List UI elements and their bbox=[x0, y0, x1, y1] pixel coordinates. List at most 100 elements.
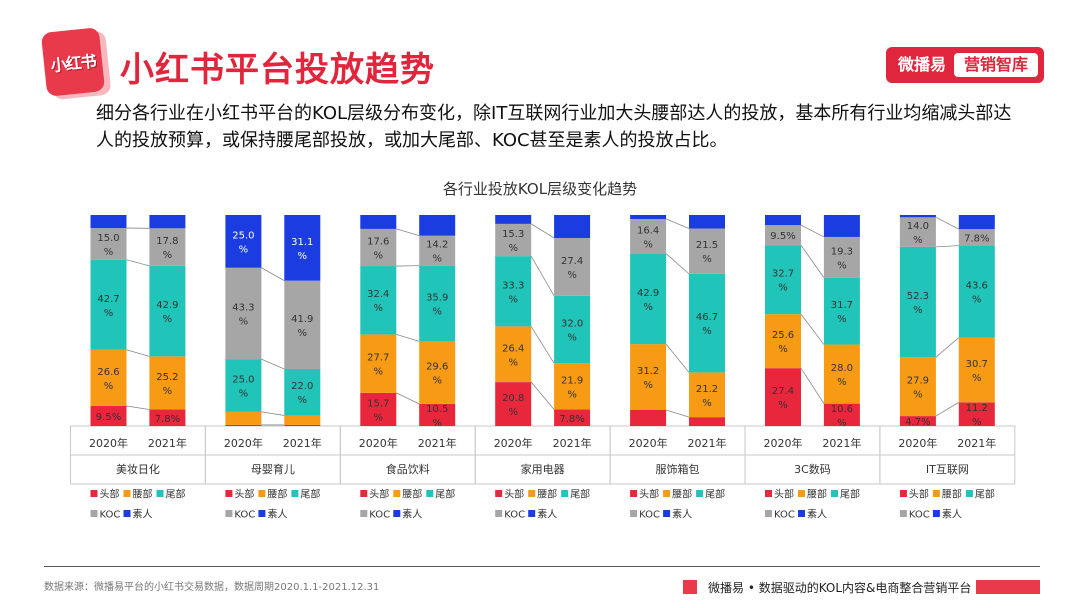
data-label-unit: % bbox=[432, 254, 442, 265]
legend-swatch bbox=[360, 510, 368, 517]
data-label-value: 29.6 bbox=[426, 362, 448, 373]
legend-swatch bbox=[932, 490, 940, 497]
data-label-unit: % bbox=[702, 326, 712, 337]
data-label: 9.5% bbox=[770, 231, 795, 242]
bar-腰部 bbox=[630, 344, 667, 410]
data-label: 7.8% bbox=[155, 414, 180, 425]
bar-尾部 bbox=[284, 369, 321, 416]
legend-swatch bbox=[831, 490, 838, 497]
legend-swatch bbox=[932, 510, 940, 517]
bar-素人 bbox=[689, 215, 725, 229]
data-label-value: 43.6 bbox=[966, 281, 988, 292]
data-label-unit: % bbox=[374, 303, 384, 314]
legend-label: 腰部 bbox=[402, 488, 422, 501]
bar-尾部 bbox=[630, 253, 667, 345]
legend: 头部 腰部 尾部 KOC 素人 bbox=[495, 488, 590, 521]
data-label-value: 31.7 bbox=[831, 300, 853, 311]
year-label: 2021年 bbox=[957, 436, 996, 450]
data-label-unit: % bbox=[837, 377, 847, 388]
data-label: 15.0% bbox=[97, 233, 119, 258]
year-label: 2020年 bbox=[359, 436, 398, 450]
legend-swatch bbox=[426, 490, 434, 497]
legend-label: 尾部 bbox=[435, 488, 455, 501]
data-label-value: 16.4 bbox=[637, 225, 659, 236]
data-label: 46.7% bbox=[696, 312, 718, 337]
data-label-value: 33.3 bbox=[502, 280, 524, 291]
data-label-unit: % bbox=[837, 418, 847, 429]
legend-label: 腰部 bbox=[807, 488, 827, 501]
year-label: 2020年 bbox=[629, 436, 668, 450]
footer-tagline: 微播易 • 数据驱动的KOL内容&电商整合营销平台 bbox=[708, 581, 972, 595]
connector-line bbox=[396, 392, 420, 405]
data-label-value: 52.3 bbox=[907, 291, 929, 302]
data-label-unit: % bbox=[778, 283, 788, 294]
data-label-value: 21.9 bbox=[561, 375, 583, 386]
bar-尾部 bbox=[823, 277, 860, 345]
legend-swatch bbox=[630, 510, 638, 517]
bar-KOC bbox=[554, 237, 591, 296]
data-label-value: 31.2 bbox=[637, 366, 659, 377]
chart-title: 各行业投放KOL层级变化趋势 bbox=[442, 180, 638, 198]
page-title: 小红书平台投放趋势 bbox=[120, 50, 435, 90]
data-label-unit: % bbox=[913, 235, 923, 246]
data-label: 27.9% bbox=[907, 376, 929, 401]
bar-KOC bbox=[360, 228, 397, 267]
legend-label: 素人 bbox=[807, 508, 827, 521]
legend-label: 头部 bbox=[774, 488, 794, 501]
bar-KOC bbox=[689, 228, 725, 274]
data-label-unit: % bbox=[913, 390, 923, 401]
legend-label: 素人 bbox=[942, 508, 962, 521]
bar-头部 bbox=[554, 409, 591, 426]
data-label-value: 27.4 bbox=[561, 256, 583, 267]
data-label: 11.2% bbox=[966, 403, 988, 428]
legend-label: 尾部 bbox=[975, 488, 995, 501]
data-label-unit: % bbox=[374, 367, 384, 378]
data-label-unit: % bbox=[643, 302, 653, 313]
legend-swatch bbox=[561, 490, 569, 497]
data-label-unit: % bbox=[972, 295, 982, 306]
brand-name: 微播易 bbox=[887, 49, 954, 81]
footer-accent-bar bbox=[976, 580, 1040, 594]
legend-swatch bbox=[528, 510, 536, 517]
year-label: 2021年 bbox=[148, 436, 187, 450]
bar-KOC bbox=[823, 236, 860, 278]
bar-腰部 bbox=[225, 411, 262, 425]
bar-头部 bbox=[149, 409, 186, 426]
data-label: 10.5% bbox=[426, 404, 448, 429]
data-label-value: 42.9 bbox=[637, 288, 659, 299]
data-label-unit: % bbox=[104, 308, 114, 319]
data-label-value: 27.4 bbox=[772, 386, 794, 397]
bar-尾部 bbox=[149, 265, 186, 357]
legend-label: 头部 bbox=[369, 488, 389, 501]
connector-line bbox=[800, 224, 825, 238]
bar-头部 bbox=[765, 368, 801, 426]
connector-line bbox=[935, 245, 959, 248]
bar-素人 bbox=[823, 215, 860, 237]
legend-swatch bbox=[393, 490, 401, 497]
connector-line bbox=[665, 253, 690, 275]
bar-素人 bbox=[360, 215, 397, 229]
legend-label: KOC bbox=[639, 510, 660, 521]
bar-腰部 bbox=[765, 314, 801, 369]
data-label-value: 25.0 bbox=[232, 230, 254, 241]
logo-text: 小红书 bbox=[49, 51, 97, 76]
chart-group-0: 9.5%26.6 %42.7 %15.0 %7.8%25.2 %42.9 %17.8 %20… bbox=[70, 215, 206, 521]
brand-subtitle: 营销智库 bbox=[953, 53, 1038, 77]
bar-尾部 bbox=[495, 256, 532, 327]
data-label: 31.2% bbox=[637, 366, 659, 391]
footer-divider bbox=[44, 566, 1040, 567]
legend-swatch bbox=[765, 490, 772, 497]
data-label-value: 27.7 bbox=[367, 353, 389, 364]
data-label-value: 10.5 bbox=[426, 404, 448, 415]
data-label-unit: % bbox=[239, 316, 249, 327]
bar-尾部 bbox=[225, 359, 262, 412]
legend-swatch bbox=[90, 490, 98, 497]
connector-line bbox=[530, 223, 555, 239]
data-label: 42.9% bbox=[637, 288, 659, 313]
legend-swatch bbox=[360, 490, 368, 497]
data-label-value: 41.9 bbox=[291, 314, 313, 325]
data-label-unit: % bbox=[778, 344, 788, 355]
year-label: 2020年 bbox=[764, 436, 803, 450]
chart-group-3: 20.8 %26.4 %33.3 %15.3 %7.8%21.9 %32.0 %27.4 %2… bbox=[474, 215, 611, 521]
data-label: 7.8% bbox=[964, 233, 989, 244]
